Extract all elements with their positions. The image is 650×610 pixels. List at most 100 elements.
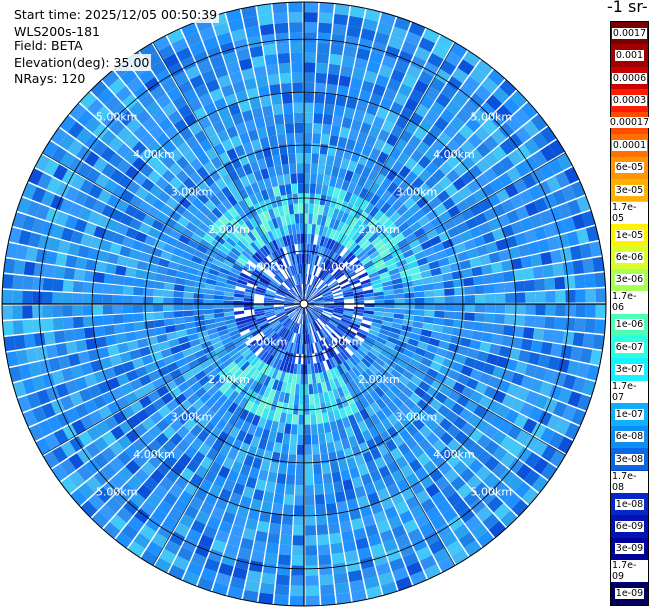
range-gate xyxy=(190,158,203,171)
range-gate xyxy=(333,293,344,298)
range-gate xyxy=(297,364,301,375)
range-gate xyxy=(435,347,448,358)
range-gate xyxy=(333,377,341,389)
range-gate xyxy=(238,275,249,283)
range-gate xyxy=(258,13,274,26)
range-gate xyxy=(234,310,245,315)
range-gate xyxy=(246,319,257,326)
range-gate xyxy=(123,499,140,516)
range-gate xyxy=(432,425,447,439)
range-gate xyxy=(443,377,457,389)
range-gate xyxy=(417,452,431,467)
range-gate xyxy=(572,213,586,230)
range-ring-label: 3.00km xyxy=(171,410,213,423)
range-gate xyxy=(138,68,155,85)
range-gate xyxy=(330,283,340,291)
range-gate xyxy=(265,481,276,493)
range-gate xyxy=(488,251,501,264)
range-gate xyxy=(304,142,312,154)
range-gate xyxy=(333,13,349,26)
range-gate xyxy=(166,236,179,247)
range-gate xyxy=(169,229,182,240)
range-gate xyxy=(274,308,285,312)
range-gate xyxy=(369,147,381,161)
range-gate xyxy=(258,438,268,450)
range-gate xyxy=(386,426,399,439)
range-gate xyxy=(171,37,188,53)
range-gate xyxy=(278,62,291,74)
range-gate xyxy=(240,537,254,551)
range-gate xyxy=(219,353,231,364)
range-ring-label: 1.00km xyxy=(321,336,363,349)
range-gate xyxy=(522,267,535,280)
range-gate xyxy=(235,316,246,323)
range-gate xyxy=(247,244,257,255)
range-gate xyxy=(460,140,476,155)
range-gate xyxy=(203,309,214,315)
range-gate xyxy=(328,522,341,535)
range-gate xyxy=(569,245,583,261)
range-gate xyxy=(65,379,79,395)
range-gate xyxy=(409,332,421,341)
range-gate xyxy=(151,377,165,390)
range-gate xyxy=(235,90,249,103)
range-gate xyxy=(579,243,593,259)
range-gate xyxy=(429,196,442,209)
range-gate xyxy=(144,271,157,281)
range-gate xyxy=(210,263,221,272)
range-gate xyxy=(291,342,296,354)
range-gate xyxy=(377,353,389,363)
range-gate xyxy=(289,363,295,374)
range-gate xyxy=(288,454,297,465)
range-gate xyxy=(70,230,84,245)
range-gate xyxy=(233,178,244,191)
range-gate xyxy=(253,296,265,300)
range-gate xyxy=(418,263,431,273)
range-gate xyxy=(135,330,147,340)
range-gate xyxy=(411,327,423,335)
range-gate xyxy=(233,307,244,312)
range-gate xyxy=(182,347,194,358)
range-gate xyxy=(586,364,600,381)
range-gate xyxy=(328,357,336,369)
range-gate xyxy=(457,251,470,262)
range-gate xyxy=(297,264,301,275)
range-gate xyxy=(164,380,178,392)
range-gate xyxy=(534,366,548,381)
range-gate xyxy=(226,361,237,372)
range-gate xyxy=(506,383,521,398)
range-gate xyxy=(319,235,326,247)
range-gate xyxy=(469,257,481,268)
colorbar-tick-label: 3e-05 xyxy=(614,184,645,196)
range-gate xyxy=(410,570,427,586)
range-gate xyxy=(390,369,402,380)
range-gate xyxy=(333,481,344,493)
range-gate xyxy=(524,452,541,469)
range-ring-label: 2.00km xyxy=(358,223,400,236)
range-gate xyxy=(445,350,458,361)
range-gate xyxy=(493,503,511,520)
range-gate xyxy=(314,255,320,266)
range-gate xyxy=(301,324,303,335)
range-gate xyxy=(543,369,557,384)
range-gate xyxy=(233,368,244,379)
range-gate xyxy=(453,523,470,540)
range-gate xyxy=(231,112,244,126)
range-gate xyxy=(429,77,446,93)
range-gate xyxy=(155,211,169,224)
range-gate xyxy=(348,435,359,448)
range-gate xyxy=(409,88,424,103)
range-gate xyxy=(61,367,75,382)
range-gate xyxy=(187,359,200,370)
range-gate xyxy=(346,457,357,470)
range-gate xyxy=(304,203,309,214)
range-gate xyxy=(323,391,331,403)
range-gate xyxy=(160,250,173,261)
range-gate xyxy=(316,214,323,226)
range-gate xyxy=(248,560,264,573)
range-gate xyxy=(355,363,365,375)
range-gate xyxy=(293,254,298,265)
range-gate xyxy=(261,407,270,419)
range-gate xyxy=(279,247,286,258)
range-gate xyxy=(214,378,226,390)
